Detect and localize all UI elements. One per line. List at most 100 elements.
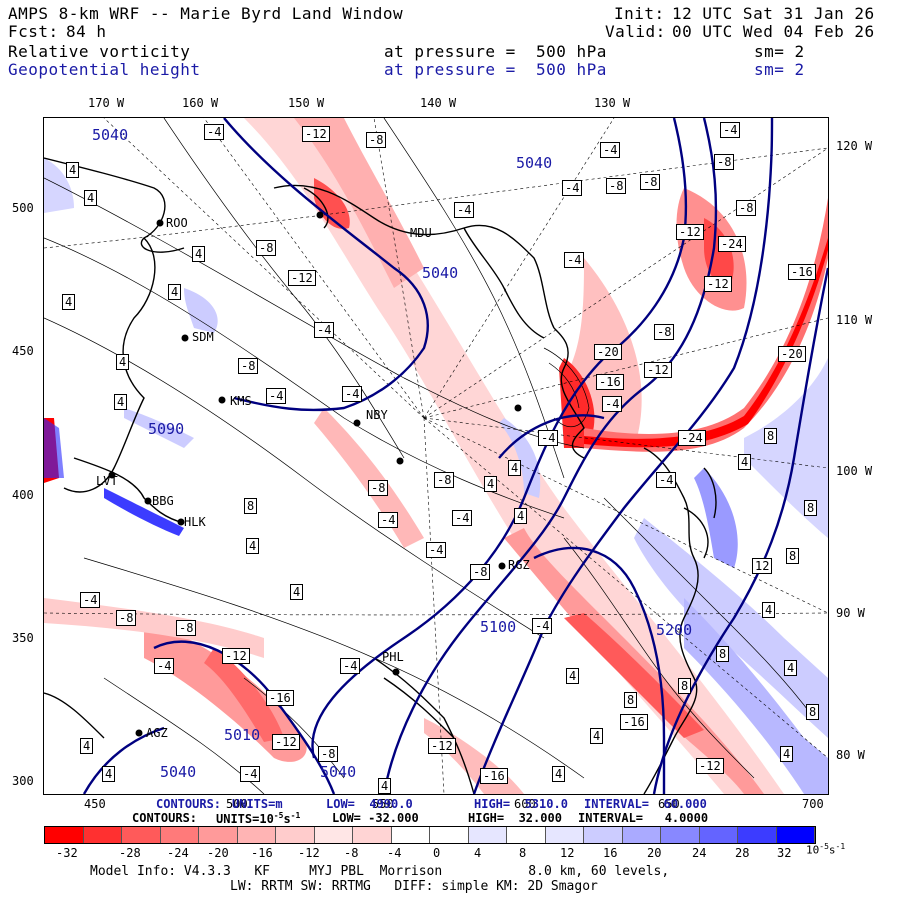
vorticity-label: 4 xyxy=(114,394,128,410)
height-contour-label: CONTOURS: xyxy=(156,797,222,811)
geopotential-contours xyxy=(82,118,828,794)
colorbar-swatch xyxy=(738,827,777,843)
y-tick-label: 450 xyxy=(12,344,34,358)
colorbar-swatch xyxy=(430,827,469,843)
vorticity-label: -12 xyxy=(222,648,250,664)
lat-lon-grid xyxy=(44,118,828,794)
vorticity-label: -16 xyxy=(266,690,294,706)
vorticity-contour-interval: INTERVAL= 4.0000 xyxy=(578,811,709,825)
vorticity-label: -8 xyxy=(640,174,661,190)
vorticity-label: -4 xyxy=(600,142,621,158)
vorticity-label: -8 xyxy=(714,154,735,170)
vorticity-label: 8 xyxy=(764,428,778,444)
vorticity-label: -8 xyxy=(606,178,627,194)
station-label: PHL xyxy=(382,650,404,664)
vorticity-label: 8 xyxy=(678,678,692,694)
vorticity-label: -4 xyxy=(426,542,447,558)
field1-smoothing: sm= 2 xyxy=(754,42,805,61)
station-label: BBG xyxy=(152,494,174,508)
vorticity-label: 4 xyxy=(484,476,498,492)
x-tick-label: 500 xyxy=(226,797,248,811)
vorticity-label: -8 xyxy=(470,564,491,580)
height-label: 5100 xyxy=(480,618,517,636)
fcst-label: Fcst: xyxy=(8,22,59,41)
colorbar-tick: 0 xyxy=(433,846,441,860)
colorbar-swatch xyxy=(160,827,199,843)
fcst-value: 84 h xyxy=(66,22,107,41)
colorbar-unit-seconds-exponent: -1 xyxy=(835,842,846,851)
x-tick-label: 600 xyxy=(514,797,536,811)
vorticity-label: -8 xyxy=(366,132,387,148)
vorticity-label: -20 xyxy=(594,344,622,360)
colorbar-swatch xyxy=(584,827,623,843)
vorticity-label: 4 xyxy=(246,538,260,554)
colorbar-tick: 28 xyxy=(735,846,750,860)
vorticity-label: 8 xyxy=(624,692,638,708)
colorbar-swatch xyxy=(122,827,161,843)
vorticity-label: 4 xyxy=(80,738,94,754)
vorticity-label: -4 xyxy=(562,180,583,196)
height-label: 5010 xyxy=(224,726,261,744)
vorticity-label: -16 xyxy=(480,768,508,784)
station-label: SDM xyxy=(192,330,214,344)
colorbar-swatch xyxy=(314,827,353,843)
colorbar-swatch xyxy=(545,827,584,843)
vorticity-label: -4 xyxy=(532,618,553,634)
y-tick-label: 350 xyxy=(12,631,34,645)
height-label: 5040 xyxy=(92,126,129,144)
height-label: 5040 xyxy=(320,763,357,781)
lon-label-top: 140 W xyxy=(420,96,457,110)
height-contour-interval: INTERVAL= 60.000 xyxy=(584,797,707,811)
vorticity-label: 4 xyxy=(66,162,80,178)
vorticity-label: -4 xyxy=(564,252,585,268)
vorticity-label: -8 xyxy=(116,610,137,626)
vorticity-label: -20 xyxy=(778,346,806,362)
map-panel: ROO MDU SDM KMS NBY LVT BBG HLK PHL RGZ … xyxy=(43,117,829,795)
map-canvas xyxy=(44,118,828,794)
vorticity-units-base: UNITS=10 xyxy=(216,812,274,826)
vorticity-label: -4 xyxy=(720,122,741,138)
vorticity-label: 4 xyxy=(290,584,304,600)
colorbar-unit: 10-5s-1 xyxy=(806,842,845,857)
vorticity-label: 8 xyxy=(786,548,800,564)
y-tick-label: 300 xyxy=(12,774,34,788)
vorticity-label: 4 xyxy=(590,728,604,744)
colorbar-swatch xyxy=(45,827,84,843)
vorticity-label: 4 xyxy=(552,766,566,782)
colorbar-tick: -24 xyxy=(167,846,189,860)
colorbar-swatch xyxy=(699,827,738,843)
vorticity-label: -12 xyxy=(696,758,724,774)
vorticity-label: -12 xyxy=(272,734,300,750)
vorticity-label: -12 xyxy=(704,276,732,292)
lon-label-right: 120 W xyxy=(836,139,873,153)
lon-label-top: 130 W xyxy=(594,96,631,110)
vorticity-label: -8 xyxy=(238,358,259,374)
colorbar xyxy=(44,826,816,844)
init-label: Init: xyxy=(614,4,665,23)
vorticity-units-seconds: s xyxy=(283,812,291,826)
colorbar-tick: 4 xyxy=(474,846,482,860)
lon-label-top: 160 W xyxy=(182,96,219,110)
colorbar-tick: -12 xyxy=(298,846,320,860)
vorticity-contour-high: HIGH= 32.000 xyxy=(468,811,562,825)
vorticity-label: -4 xyxy=(340,658,361,674)
colorbar-swatch xyxy=(83,827,122,843)
vorticity-label: -8 xyxy=(368,480,389,496)
vorticity-units-exponent: -5 xyxy=(273,811,284,820)
station-label: ROO xyxy=(166,216,188,230)
colorbar-swatch xyxy=(353,827,392,843)
valid-label: Valid: xyxy=(605,22,666,41)
x-tick-label: 700 xyxy=(802,797,824,811)
vorticity-label: 12 xyxy=(752,558,773,574)
vorticity-label: -4 xyxy=(266,388,287,404)
vorticity-label: -16 xyxy=(596,374,624,390)
colorbar-swatch xyxy=(622,827,661,843)
vorticity-label: -24 xyxy=(678,430,706,446)
height-label: 5040 xyxy=(516,154,553,172)
vorticity-label: 8 xyxy=(806,704,820,720)
colorbar-tick: -32 xyxy=(56,846,78,860)
vorticity-label: 4 xyxy=(784,660,798,676)
vorticity-label: 4 xyxy=(378,778,392,794)
vorticity-label: -8 xyxy=(434,472,455,488)
y-tick-label: 500 xyxy=(12,201,34,215)
